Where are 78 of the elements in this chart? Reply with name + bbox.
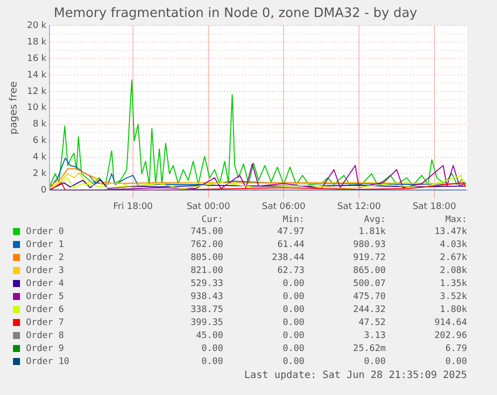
- text: 3.13: [363, 330, 386, 343]
- text: 6.79: [444, 343, 467, 356]
- y-tick-label: 8 k: [32, 120, 48, 130]
- x-tick-label: Sat 18:00: [412, 202, 456, 212]
- legend-label: Order 6: [26, 305, 64, 315]
- text: 0.00: [282, 278, 304, 291]
- x-tick-label: Fri 18:00: [113, 202, 154, 212]
- legend-label: Order 3: [26, 266, 64, 276]
- legend-label: Order 1: [26, 240, 64, 250]
- text: 500.07: [352, 278, 386, 291]
- y-axis-title: pages free: [8, 81, 20, 134]
- legend-label: Order 0: [26, 227, 64, 237]
- text: Min:: [282, 215, 304, 226]
- y-tick-label: 14 k: [26, 70, 48, 80]
- text: 0.00: [282, 330, 304, 343]
- legend-label: Order 4: [26, 279, 64, 289]
- text: 0.00: [282, 291, 304, 304]
- y-tick-label: 4 k: [32, 152, 48, 163]
- text: 865.00: [352, 265, 386, 278]
- text: 4.03k: [438, 239, 467, 252]
- text: Last update: Sat Jun 28 21:35:09 2025: [243, 369, 467, 382]
- x-tick-label: Sat 06:00: [262, 202, 306, 212]
- y-tick-label: 6 k: [32, 136, 48, 146]
- y-tick-label: 0: [40, 186, 47, 196]
- y-tick-label: 16 k: [26, 54, 48, 64]
- text: 1.35k: [438, 278, 467, 291]
- text: Max:: [444, 215, 467, 226]
- text: 914.64: [433, 317, 467, 330]
- text: 0.00: [200, 343, 224, 356]
- text: Avg:: [363, 215, 386, 226]
- text: 805.00: [190, 252, 224, 265]
- y-tick-label: 10 k: [26, 103, 48, 114]
- text: 62.73: [276, 265, 304, 278]
- text: 244.32: [352, 304, 386, 317]
- y-tick-label: 18 k: [26, 37, 48, 48]
- y-tick-label: 2 k: [32, 169, 48, 180]
- text: Cur:: [200, 215, 224, 226]
- text: 0.00: [282, 343, 304, 356]
- text: 0.00: [444, 356, 467, 369]
- text: 1.80k: [438, 304, 467, 317]
- text: 919.72: [352, 252, 386, 265]
- text: 25.62m: [352, 343, 386, 356]
- text: 202.96: [433, 330, 467, 343]
- text: 338.75: [190, 304, 224, 317]
- y-tick-label: 20 k: [26, 20, 48, 31]
- chart-title: Memory fragmentation in Node 0, zone DMA32 - by day: [54, 6, 418, 22]
- text: 47.52: [358, 317, 386, 330]
- text: 2.08k: [438, 265, 467, 278]
- text: 745.00: [190, 226, 224, 239]
- text: 0.00: [200, 356, 224, 369]
- text: 0.00: [282, 356, 304, 369]
- text: 61.44: [276, 239, 304, 252]
- text: 980.93: [352, 239, 386, 252]
- x-tick-label: Sat 12:00: [337, 202, 382, 212]
- legend-label: Order 7: [26, 318, 64, 328]
- text: 938.43: [190, 291, 224, 304]
- x-tick-label: Sat 00:00: [186, 202, 230, 212]
- text: 47.97: [276, 226, 304, 239]
- text: 13.47k: [433, 226, 467, 239]
- text: 238.44: [270, 252, 304, 265]
- text: 45.00: [195, 330, 224, 343]
- legend-label: Order 9: [26, 344, 64, 354]
- text: 0.00: [282, 317, 304, 330]
- text: 821.00: [190, 265, 224, 278]
- legend-label: Order 10: [26, 357, 70, 367]
- text: 3.52k: [438, 291, 467, 304]
- text: 399.35: [190, 317, 224, 330]
- text: 2.67k: [438, 252, 467, 265]
- legend-label: Order 5: [26, 292, 64, 302]
- text: 0.00: [363, 356, 386, 369]
- text: 475.70: [352, 291, 386, 304]
- legend-label: Order 8: [26, 331, 64, 341]
- legend-label: Order 2: [26, 253, 64, 263]
- text: 762.00: [190, 239, 224, 252]
- text: 1.81k: [358, 226, 386, 239]
- text: 529.33: [190, 278, 224, 291]
- text: 0.00: [282, 304, 304, 317]
- y-tick-label: 12 k: [26, 86, 48, 97]
